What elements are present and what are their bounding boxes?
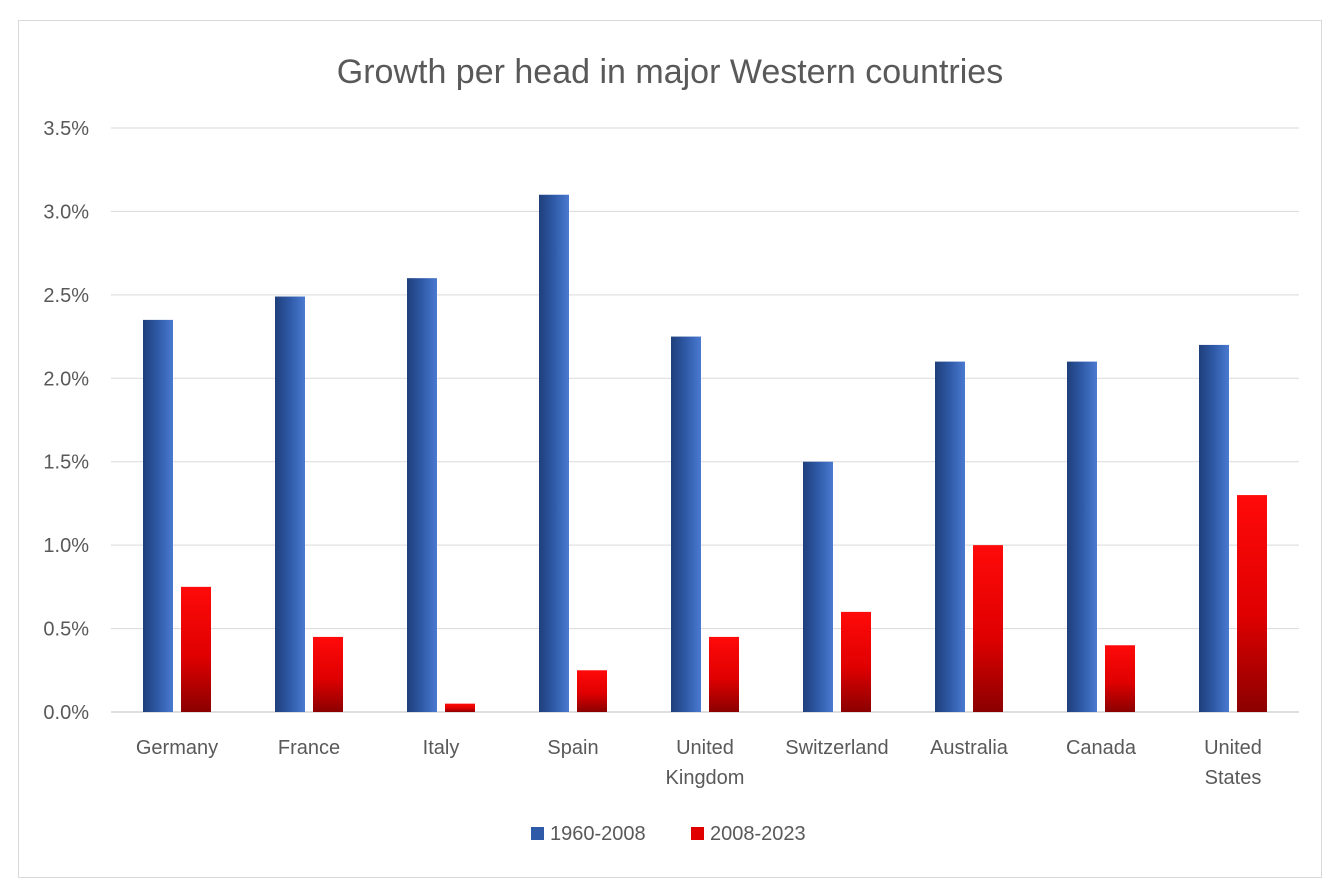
- bar-2008-2023-spain: [577, 670, 607, 712]
- x-tick-label: States: [1205, 767, 1262, 789]
- bar-1960-2008-australia: [935, 361, 965, 712]
- x-tick-label: Canada: [1066, 737, 1137, 759]
- y-tick-label: 3.5%: [43, 118, 89, 140]
- bar-1960-2008-united-states: [1199, 344, 1229, 712]
- bar-2008-2023-australia: [973, 545, 1003, 712]
- bar-1960-2008-canada: [1067, 361, 1097, 712]
- gridlines: [111, 127, 1299, 713]
- x-tick-label: Kingdom: [666, 767, 745, 789]
- legend-swatch: [531, 827, 544, 840]
- legend-label: 1960-2008: [550, 823, 646, 845]
- bar-chart: Growth per head in major Western countri…: [43, 53, 1299, 845]
- bar-2008-2023-canada: [1105, 645, 1135, 712]
- bar-2008-2023-united-states: [1237, 495, 1267, 712]
- chart-title: Growth per head in major Western countri…: [337, 53, 1003, 91]
- bar-2008-2023-united-kingdom: [709, 636, 739, 712]
- x-tick-label: Italy: [423, 737, 460, 759]
- bar-1960-2008-spain: [539, 194, 569, 712]
- bar-1960-2008-italy: [407, 278, 437, 712]
- x-tick-label: Germany: [136, 737, 218, 759]
- y-axis-ticks: 0.0% 0.5% 1.0% 1.5% 2.0% 2.5% 3.0% 3.5%: [43, 118, 89, 724]
- bar-1960-2008-germany: [143, 319, 173, 712]
- y-tick-label: 0.5%: [43, 619, 89, 641]
- y-tick-label: 1.5%: [43, 452, 89, 474]
- x-tick-label: France: [278, 737, 340, 759]
- bar-2008-2023-italy: [445, 703, 475, 712]
- legend: 1960-2008 2008-2023: [531, 823, 806, 845]
- x-tick-label: Spain: [547, 737, 598, 759]
- bar-1960-2008-switzerland: [803, 461, 833, 712]
- x-tick-label: United: [676, 737, 734, 759]
- y-tick-label: 2.5%: [43, 285, 89, 307]
- bar-1960-2008-united-kingdom: [671, 336, 701, 712]
- x-tick-label: Australia: [930, 737, 1009, 759]
- legend-label: 2008-2023: [710, 823, 806, 845]
- x-tick-label: Switzerland: [785, 737, 888, 759]
- bar-2008-2023-france: [313, 636, 343, 712]
- bar-2008-2023-switzerland: [841, 611, 871, 712]
- x-axis-labels: Germany France Italy Spain United Kingdom Swit…: [136, 737, 1262, 789]
- legend-swatch: [691, 827, 704, 840]
- y-tick-label: 2.0%: [43, 368, 89, 390]
- chart-area: Growth per head in major Western countri…: [18, 20, 1322, 878]
- y-tick-label: 1.0%: [43, 535, 89, 557]
- bars: [143, 194, 1267, 712]
- y-tick-label: 0.0%: [43, 702, 89, 724]
- bar-2008-2023-germany: [181, 586, 211, 712]
- bar-1960-2008-france: [275, 296, 305, 712]
- y-tick-label: 3.0%: [43, 201, 89, 223]
- x-tick-label: United: [1204, 737, 1262, 759]
